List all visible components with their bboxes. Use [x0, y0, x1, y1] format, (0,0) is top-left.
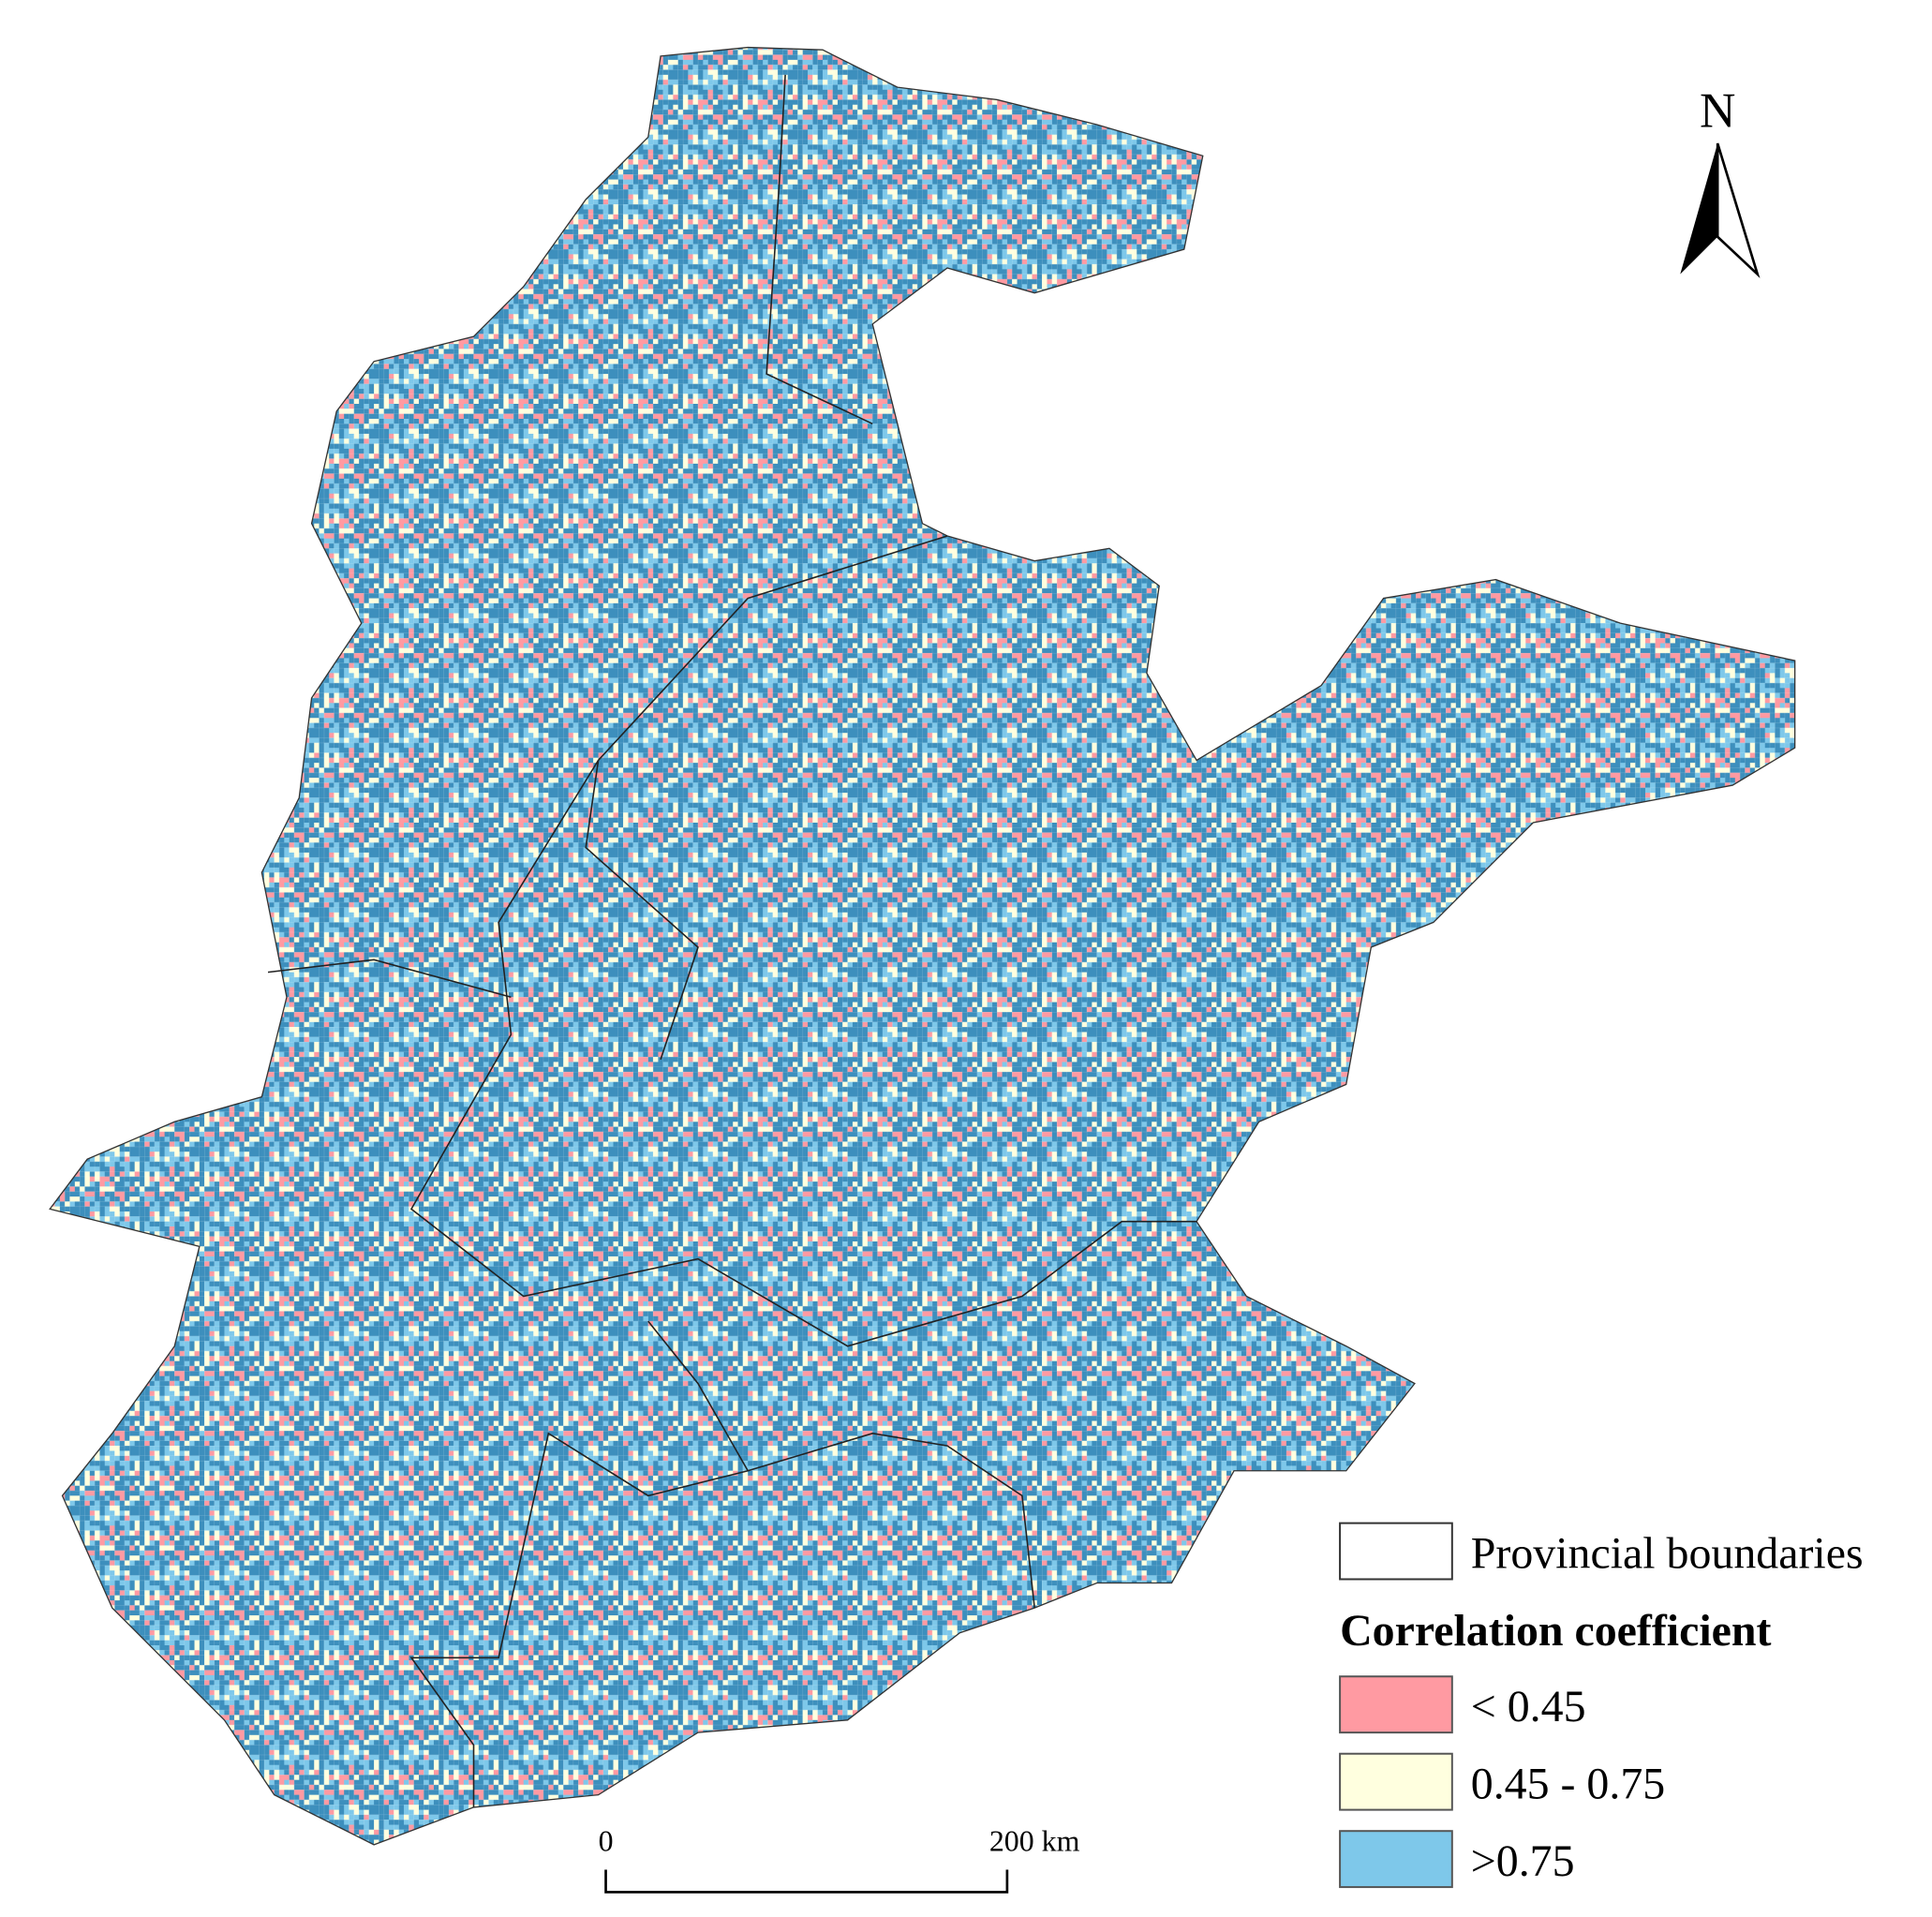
scale-start: 0	[599, 1824, 614, 1857]
north-label: N	[1700, 83, 1735, 139]
scale-end: 200 km	[989, 1824, 1080, 1857]
provincial-boundaries	[267, 74, 1197, 1807]
legend-items: < 0.45 0.45 - 0.75 >0.75	[1339, 1675, 1665, 1889]
study-region	[49, 46, 1796, 1846]
north-arrow	[1716, 142, 1761, 279]
legend-title: Correlation coefficient	[1340, 1606, 1771, 1656]
legend-label: 0.45 - 0.75	[1471, 1760, 1665, 1809]
legend-swatch	[1339, 1752, 1453, 1811]
legend-swatch	[1339, 1675, 1453, 1734]
north-arrow	[1680, 142, 1718, 275]
legend-boundary-swatch	[1339, 1522, 1453, 1581]
legend-label: >0.75	[1471, 1836, 1575, 1886]
scale-bar	[604, 1869, 1009, 1894]
legend-label: < 0.45	[1471, 1682, 1586, 1731]
legend-swatch	[1339, 1830, 1453, 1889]
legend-boundary-label: Provincial boundaries	[1471, 1529, 1864, 1579]
